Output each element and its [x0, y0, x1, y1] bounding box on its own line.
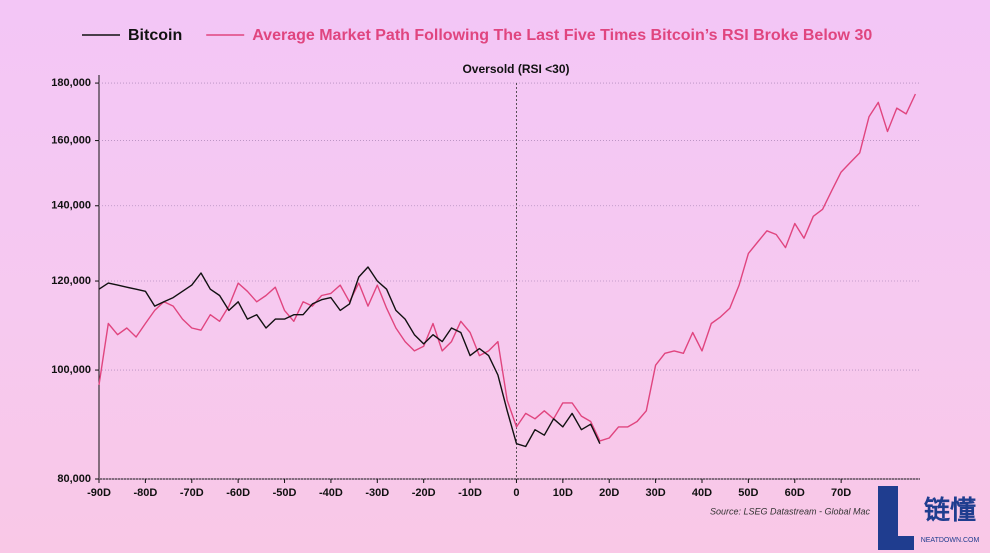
annotation: Oversold (RSI <30)	[462, 62, 569, 76]
legend-label: Bitcoin	[128, 27, 182, 44]
x-tick-label: 10D	[553, 487, 573, 499]
x-tick-label: -30D	[365, 487, 389, 499]
watermark-logo: 链懂	[924, 495, 976, 525]
y-tick-label: 160,000	[51, 134, 91, 146]
y-tick-label: 180,000	[51, 77, 91, 89]
y-tick-label: 120,000	[51, 275, 91, 287]
series-line	[98, 93, 917, 442]
x-tick-label: 40D	[692, 487, 712, 499]
x-tick-label: -20D	[412, 487, 436, 499]
x-tick-label: 30D	[646, 487, 666, 499]
x-tick-label: 20D	[599, 487, 619, 499]
x-tick-label: -10D	[458, 487, 482, 499]
y-tick-label: 80,000	[57, 473, 91, 485]
x-tick-label: -90D	[87, 487, 111, 499]
x-tick-label: 60D	[785, 487, 805, 499]
x-tick-label: -50D	[273, 487, 297, 499]
watermark-site: NEATDOWN.COM	[921, 537, 980, 544]
logo-bar	[878, 486, 898, 550]
watermark: 链懂 NEATDOWN.COM	[878, 486, 979, 550]
x-tick-label: 50D	[738, 487, 758, 499]
x-tick-label: 0	[513, 487, 519, 499]
x-tick-label: -60D	[226, 487, 250, 499]
logo-foot	[878, 536, 914, 550]
y-tick-label: 100,000	[51, 364, 91, 376]
series-line	[98, 266, 601, 448]
x-tick-label: 70D	[831, 487, 851, 499]
legend-label: Average Market Path Following The Last F…	[252, 27, 872, 44]
x-tick-label: -80D	[133, 487, 157, 499]
source: Source: LSEG Datastream - Global Mac	[710, 506, 871, 516]
x-tick-label: -40D	[319, 487, 343, 499]
y-tick-label: 140,000	[51, 200, 91, 212]
x-tick-label: -70D	[180, 487, 204, 499]
